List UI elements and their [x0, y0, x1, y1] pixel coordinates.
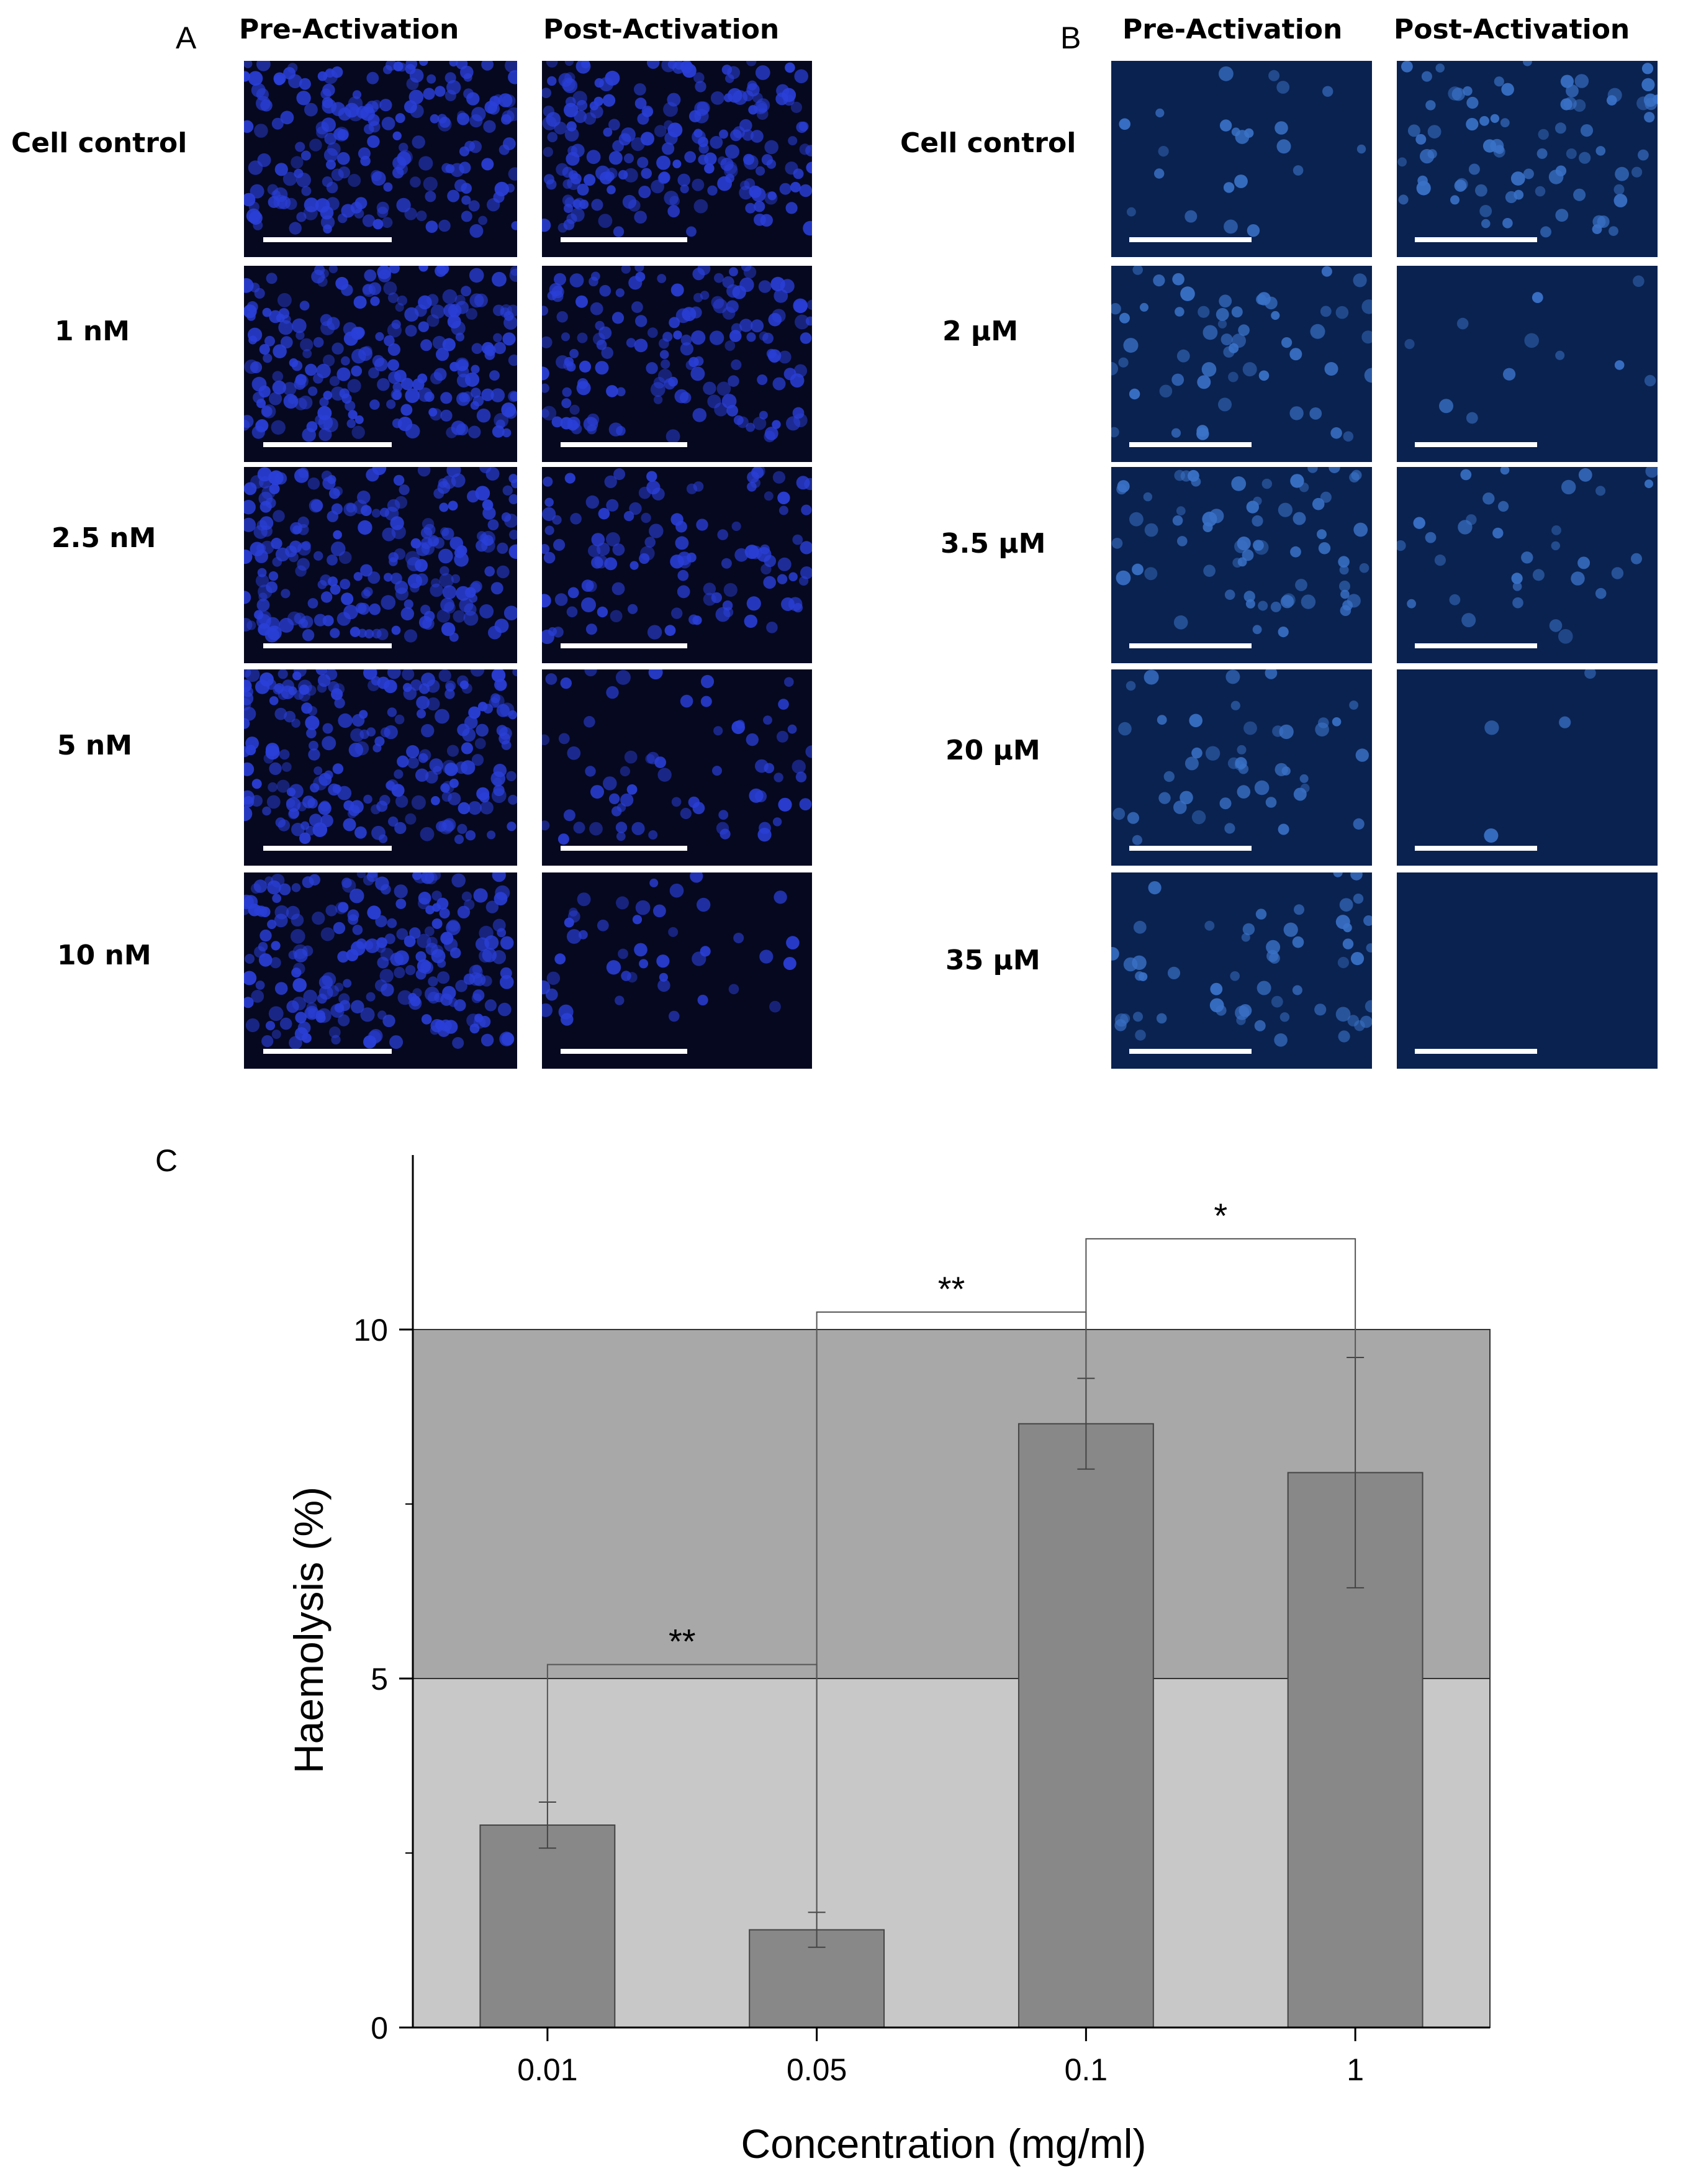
scale-bar: [561, 643, 687, 648]
panel-a-header-post: Post-Activation: [543, 14, 780, 45]
panel-a-pre-micrograph: [244, 467, 517, 663]
scale-bar: [1129, 442, 1252, 447]
panel-a-pre-micrograph: [244, 872, 517, 1069]
panel-b-pre-micrograph: [1111, 61, 1372, 257]
panel-c-letter: C: [155, 1143, 178, 1178]
panel-b-post-micrograph: [1397, 467, 1658, 663]
panel-b-letter: B: [1060, 20, 1081, 55]
panel-a-pre-micrograph: [244, 61, 517, 257]
scale-bar: [1415, 1049, 1537, 1054]
panel-b-pre-micrograph: [1111, 266, 1372, 462]
panel-b-header-pre: Pre-Activation: [1122, 14, 1343, 45]
scale-bar: [1415, 846, 1537, 851]
panel-b-row-label: Cell control: [900, 127, 1076, 159]
panel-b-post-micrograph: [1397, 872, 1658, 1069]
scale-bar: [1129, 1049, 1252, 1054]
scale-bar: [1129, 237, 1252, 242]
scale-bar: [263, 846, 392, 851]
scale-bar: [561, 442, 687, 447]
significance-label: **: [938, 1269, 965, 1308]
panel-b-post-micrograph: [1397, 266, 1658, 462]
x-tick-label: 0.05: [787, 2052, 847, 2087]
panel-a-letter: A: [176, 20, 197, 55]
panel-a-row-label: 1 nM: [55, 315, 130, 347]
panel-b-row-label: 2 μM: [942, 315, 1019, 347]
panel-b-header-post: Post-Activation: [1394, 14, 1630, 45]
panel-b-row-label: 20 μM: [945, 735, 1040, 766]
panel-a-row-label: 5 nM: [57, 730, 133, 761]
panel-a-post-micrograph: [542, 467, 812, 663]
panel-a-row-label: 10 nM: [57, 940, 151, 971]
panel-b-pre-micrograph: [1111, 872, 1372, 1069]
scale-bar: [1415, 442, 1537, 447]
scale-bar: [561, 237, 687, 242]
y-tick-label: 5: [371, 1662, 388, 1697]
significance-label: **: [669, 1622, 696, 1661]
scale-bar: [263, 237, 392, 242]
significance-label: *: [1214, 1196, 1227, 1235]
panel-b-post-micrograph: [1397, 669, 1658, 866]
panel-b-pre-micrograph: [1111, 669, 1372, 866]
panel-b-post-micrograph: [1397, 61, 1658, 257]
scale-bar: [263, 442, 392, 447]
significance-bracket: [1085, 1238, 1356, 1379]
scale-bar: [1415, 237, 1537, 242]
scale-bar: [1129, 846, 1252, 851]
scale-bar: [561, 846, 687, 851]
panel-a-pre-micrograph: [244, 669, 517, 866]
y-tick-label: 10: [353, 1313, 388, 1348]
scale-bar: [561, 1049, 687, 1054]
x-tick-label: 0.01: [517, 2052, 577, 2087]
scale-bar: [1415, 643, 1537, 648]
y-axis-label: Haemolysis (%): [286, 1487, 332, 1774]
panel-b-row-label: 3.5 μM: [941, 528, 1046, 560]
scale-bar: [1129, 643, 1252, 648]
x-tick-label: 1: [1347, 2052, 1364, 2087]
bar: [1017, 1423, 1154, 2028]
panel-a-post-micrograph: [542, 266, 812, 462]
panel-a-post-micrograph: [542, 669, 812, 866]
panel-a-row-label: Cell control: [11, 127, 187, 159]
panel-a-row-label: 2.5 nM: [52, 522, 156, 554]
panel-b-row-label: 35 μM: [945, 945, 1040, 976]
panel-a-header-pre: Pre-Activation: [239, 14, 459, 45]
x-tick-label: 0.1: [1065, 2052, 1108, 2087]
y-tick-label: 0: [371, 2011, 388, 2046]
x-axis-label: Concentration (mg/ml): [741, 2121, 1147, 2167]
scale-bar: [263, 643, 392, 648]
panel-a-post-micrograph: [542, 61, 812, 257]
panel-a-post-micrograph: [542, 872, 812, 1069]
bar: [479, 1824, 616, 2029]
scale-bar: [263, 1049, 392, 1054]
panel-a-pre-micrograph: [244, 266, 517, 462]
panel-b-pre-micrograph: [1111, 467, 1372, 663]
